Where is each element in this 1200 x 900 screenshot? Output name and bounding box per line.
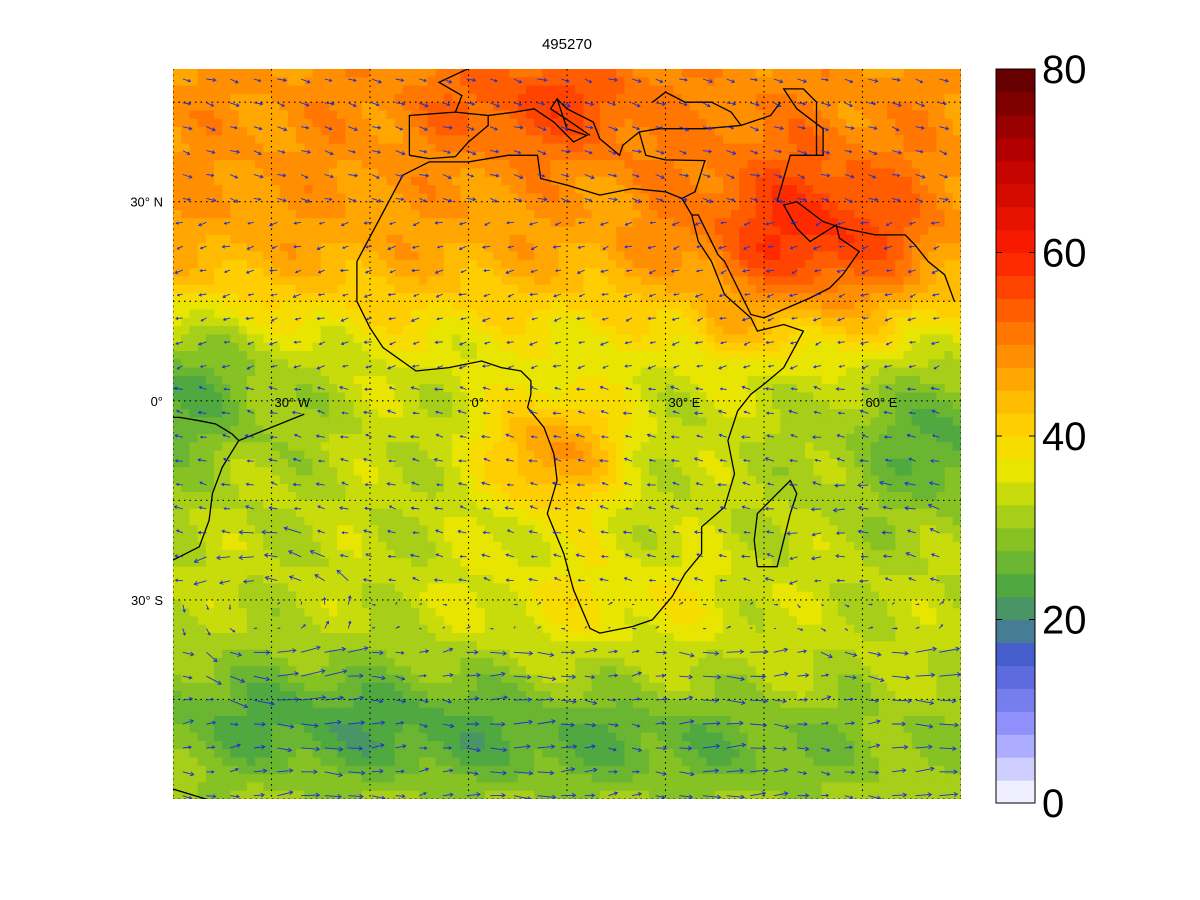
map-panel: 30° N 0° 30° S 30° W 0° 30° E 60° E: [130, 69, 961, 799]
longitude-label: 0°: [472, 395, 484, 410]
colorbar-tick-label: 0: [1042, 782, 1064, 826]
colorbar-tick-label: 80: [1042, 48, 1087, 92]
latitude-labels: 30° N 0° 30° S: [130, 195, 163, 608]
longitude-label: 60° E: [866, 395, 898, 410]
colorbar-tick-label: 20: [1042, 599, 1087, 643]
colorbar-tick-label: 60: [1042, 232, 1087, 276]
latitude-label: 30° N: [130, 195, 163, 210]
longitude-label: 30° E: [669, 395, 701, 410]
longitude-label: 30° W: [275, 395, 311, 410]
coastline-layer: [173, 69, 956, 799]
colorbar: 0 20 40 60 80: [995, 48, 1087, 826]
graticule: [173, 69, 961, 799]
plot-title: 495270: [542, 36, 592, 53]
latitude-label: 30° S: [131, 593, 163, 608]
latitude-label: 0°: [151, 394, 163, 409]
field-layer: [173, 69, 961, 799]
colorbar-tick-label: 40: [1042, 415, 1087, 459]
wind-vectors: [173, 77, 961, 799]
longitude-labels: 30° W 0° 30° E 60° E: [275, 395, 898, 410]
